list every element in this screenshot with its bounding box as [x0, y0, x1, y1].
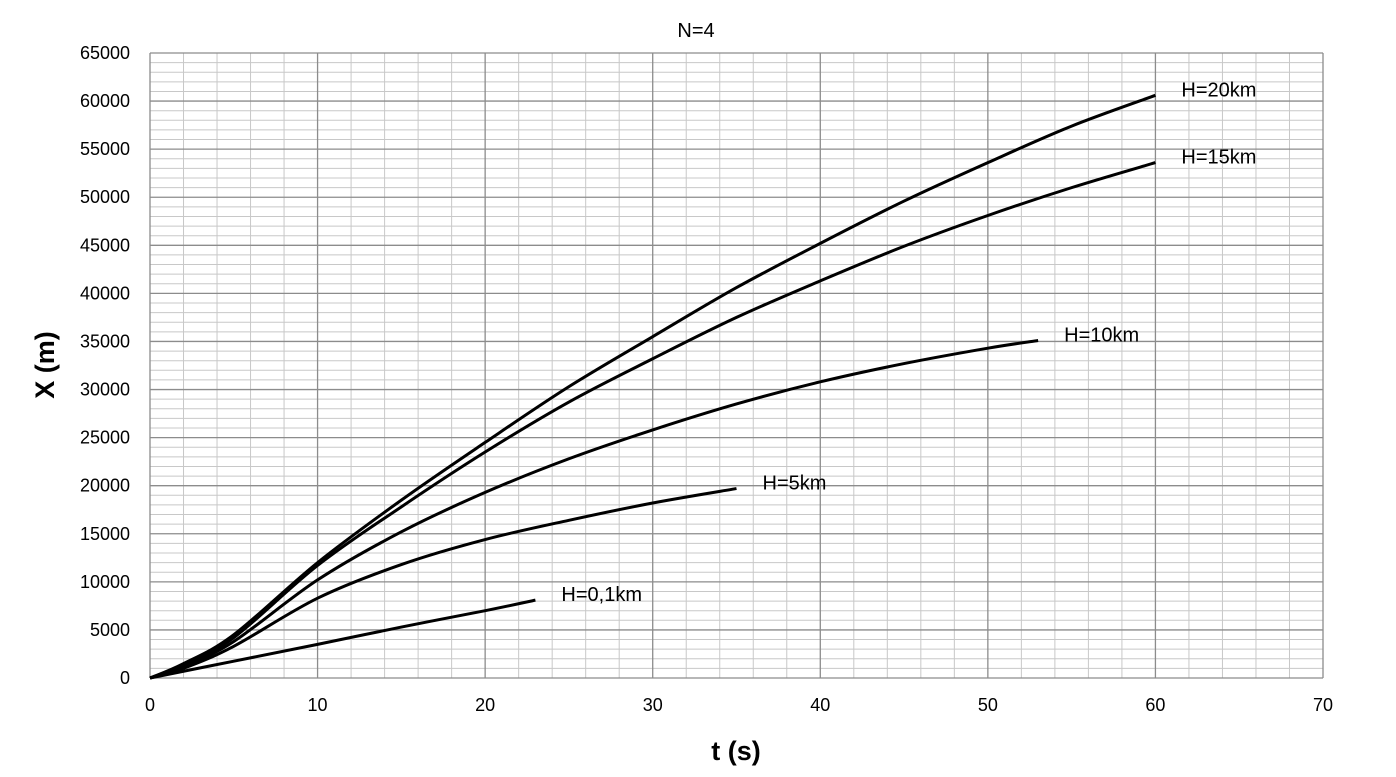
series-line	[149, 161, 1156, 680]
y-tick-label: 20000	[80, 476, 130, 496]
series-label: H=10km	[1064, 325, 1139, 347]
x-tick-label: 70	[1313, 695, 1333, 715]
series-lines	[149, 93, 1156, 680]
x-tick-label: 30	[643, 695, 663, 715]
y-tick-label: 30000	[80, 380, 130, 400]
x-tick-label: 10	[308, 695, 328, 715]
series-line	[149, 339, 1039, 680]
y-tick-label: 10000	[80, 572, 130, 592]
y-tick-label: 60000	[80, 91, 130, 111]
series-label: H=0,1km	[561, 584, 642, 606]
x-axis-title: t (s)	[711, 736, 761, 766]
y-tick-label: 50000	[80, 187, 130, 207]
series-labels: H=20km H=15km H=10km H=5km H=0,1km	[561, 79, 1256, 606]
y-tick-label: 55000	[80, 139, 130, 159]
grid	[149, 52, 1324, 679]
x-tick-label: 20	[475, 695, 495, 715]
y-tick-label: 25000	[80, 428, 130, 448]
y-tick-label: 5000	[90, 620, 130, 640]
series-line	[149, 487, 737, 680]
y-axis-title: X (m)	[30, 331, 60, 399]
series-line	[149, 93, 1156, 680]
chart-title: N=4	[677, 20, 714, 42]
series-label: H=20km	[1181, 79, 1256, 101]
x-tick-label: 50	[978, 695, 998, 715]
y-tick-label: 0	[120, 668, 130, 688]
y-tick-label: 65000	[80, 43, 130, 63]
y-tick-label: 35000	[80, 331, 130, 351]
x-tick-label: 40	[810, 695, 830, 715]
series-label: H=5km	[763, 473, 827, 495]
y-tick-label: 40000	[80, 283, 130, 303]
series-line	[149, 598, 536, 680]
y-tick-label: 45000	[80, 235, 130, 255]
x-tick-label: 60	[1145, 695, 1165, 715]
x-tick-labels: 0 10 20 30 40 50 60 70	[145, 695, 1333, 715]
y-tick-label: 15000	[80, 524, 130, 544]
y-tick-labels: 0 5000 10000 15000 20000 25000 30000 35000 40000…	[80, 43, 130, 688]
x-tick-label: 0	[145, 695, 155, 715]
series-label: H=15km	[1181, 147, 1256, 169]
